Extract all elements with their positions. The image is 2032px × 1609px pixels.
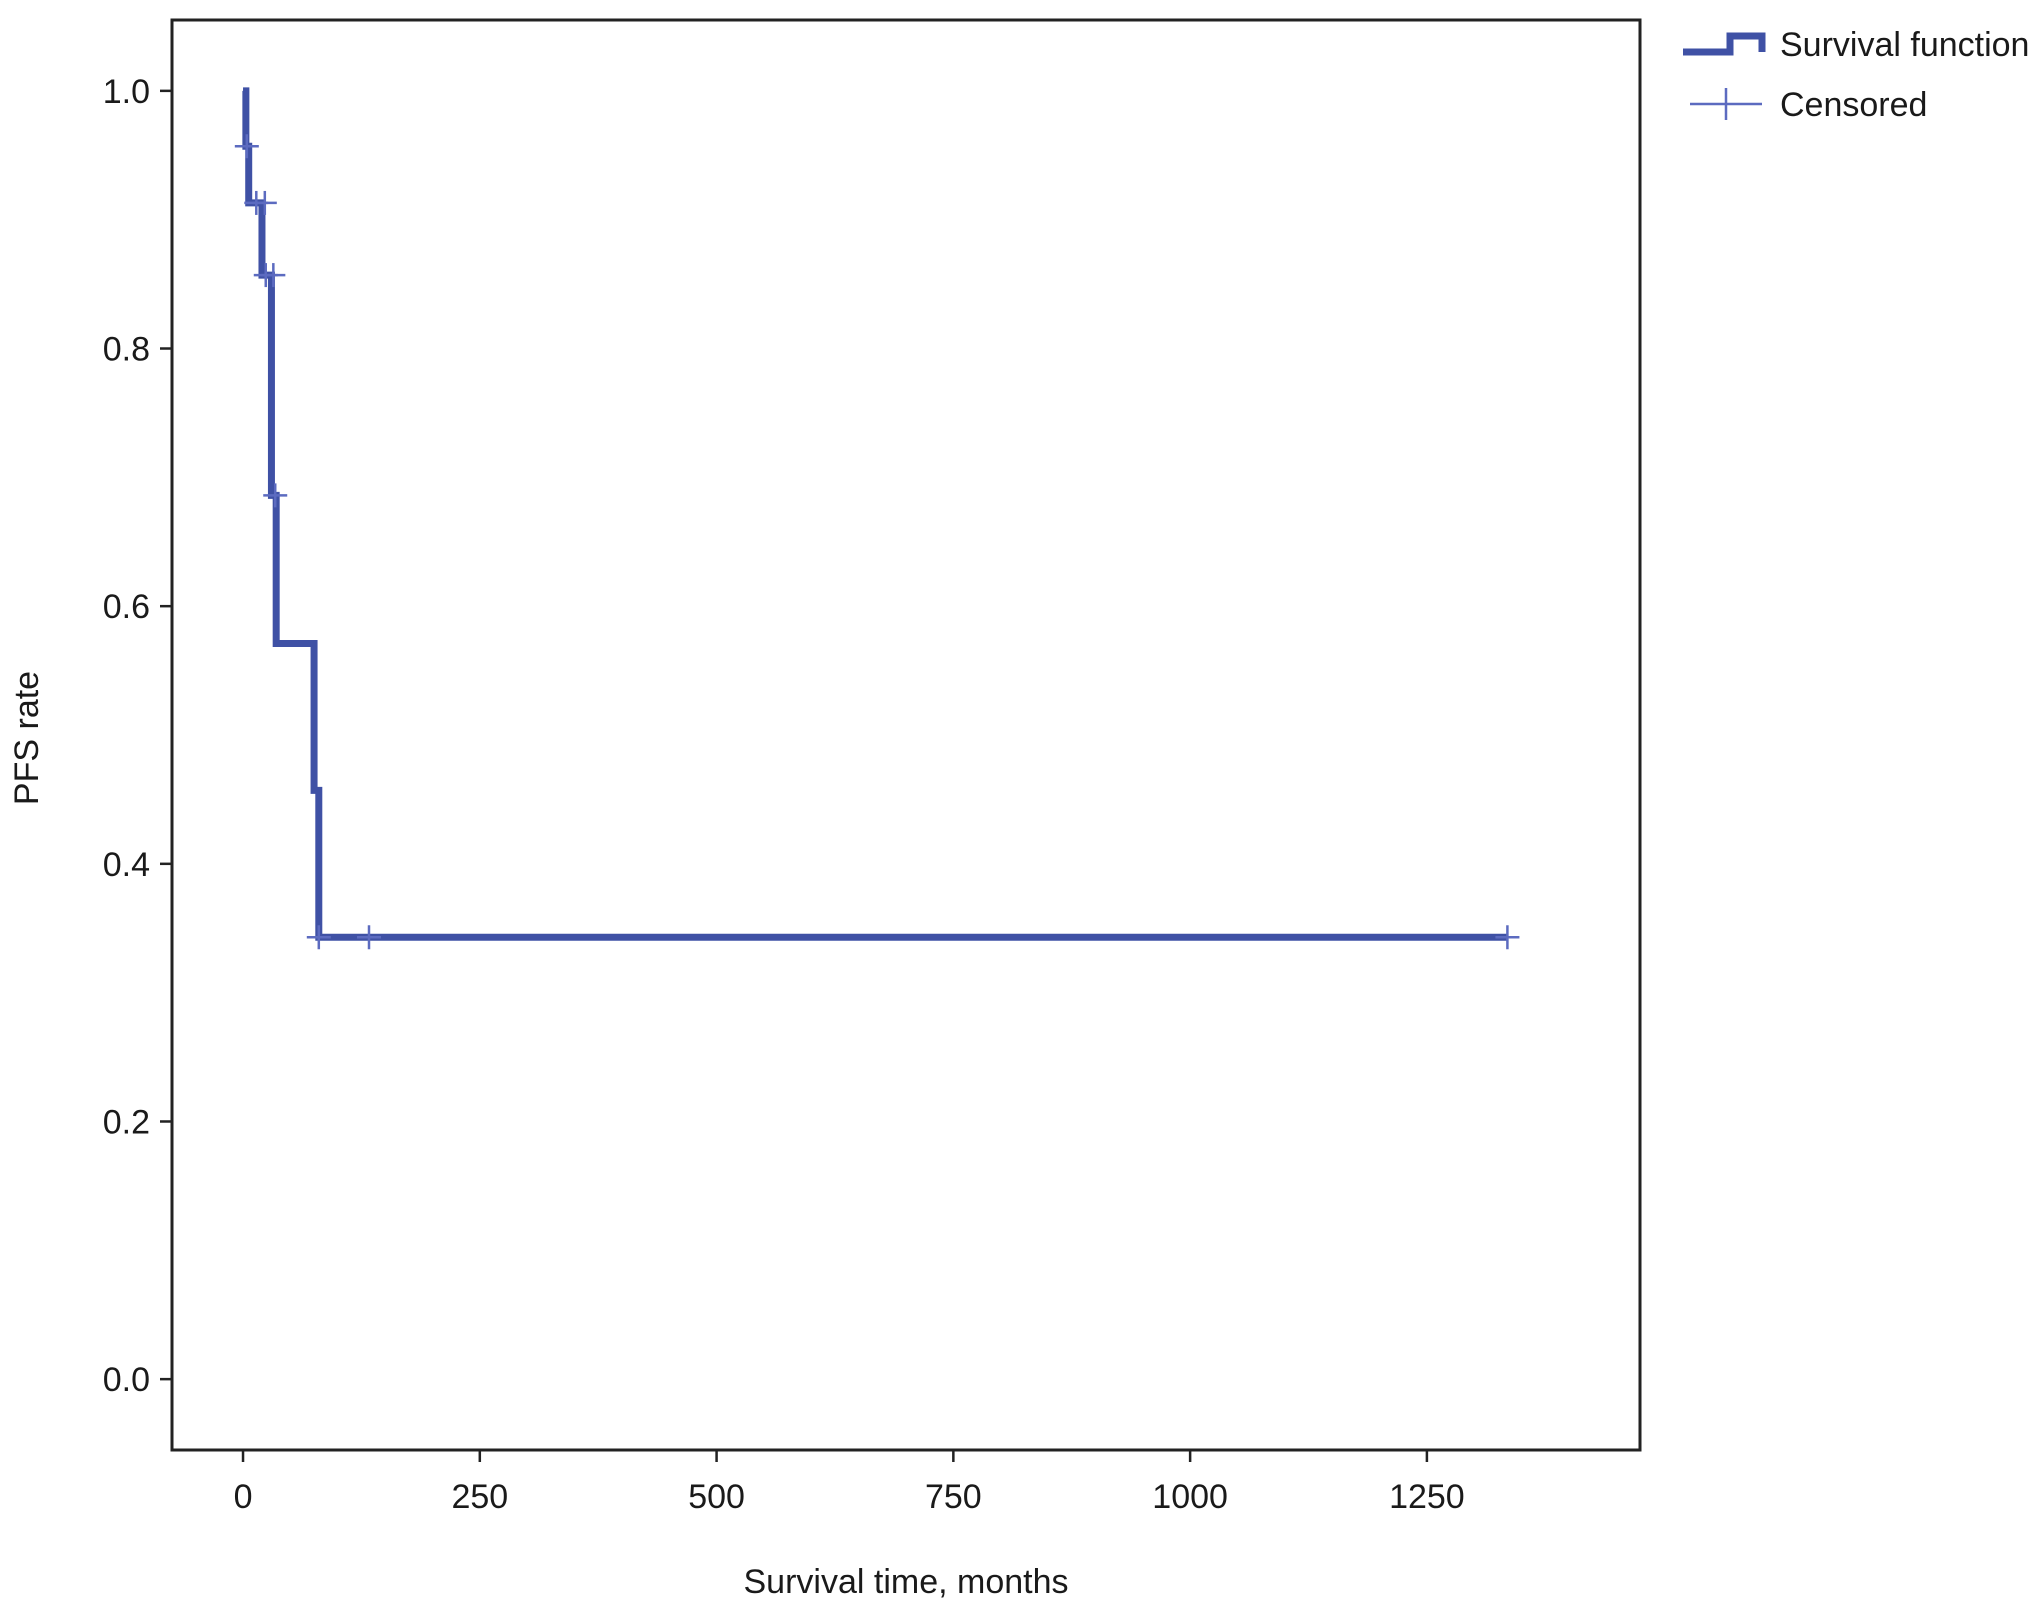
series-layer — [234, 87, 1520, 950]
survival-function-line — [242, 87, 1508, 941]
y-tick-label: 0.0 — [103, 1361, 150, 1399]
x-tick-label: 500 — [688, 1478, 745, 1516]
y-tick-label: 0.8 — [103, 331, 150, 369]
censored-mark — [234, 134, 259, 159]
x-axis-title: Survival time, months — [744, 1563, 1069, 1601]
legend-label-survival: Survival function — [1780, 26, 2029, 64]
x-tick-label: 1250 — [1389, 1478, 1465, 1516]
x-tick-label: 0 — [234, 1478, 253, 1516]
legend: Survival function Censored — [1683, 26, 2029, 124]
censored-mark — [356, 925, 381, 950]
y-tick-label: 0.2 — [103, 1103, 150, 1141]
legend-item-censored: Censored — [1690, 86, 1927, 124]
x-tick-label: 250 — [451, 1478, 508, 1516]
censored-mark — [306, 925, 331, 950]
y-axis-ticks: 0.0 0.2 0.4 0.6 0.8 1.0 — [103, 73, 172, 1399]
y-tick-label: 0.6 — [103, 588, 150, 626]
x-axis-ticks: 0 250 500 750 1000 1250 — [234, 1450, 1465, 1516]
legend-label-censored: Censored — [1780, 86, 1927, 124]
censored-mark — [261, 263, 286, 288]
legend-item-survival: Survival function — [1683, 26, 2029, 64]
x-tick-label: 1000 — [1152, 1478, 1228, 1516]
step-line-icon — [1683, 32, 1766, 56]
censored-mark — [252, 190, 277, 215]
censored-mark — [1495, 925, 1520, 950]
y-tick-label: 0.4 — [103, 846, 150, 884]
y-axis-title: PFS rate — [8, 671, 46, 805]
plot-frame — [170, 18, 1642, 1452]
y-tick-label: 1.0 — [103, 73, 150, 111]
x-tick-label: 750 — [925, 1478, 982, 1516]
censored-mark — [263, 483, 288, 508]
